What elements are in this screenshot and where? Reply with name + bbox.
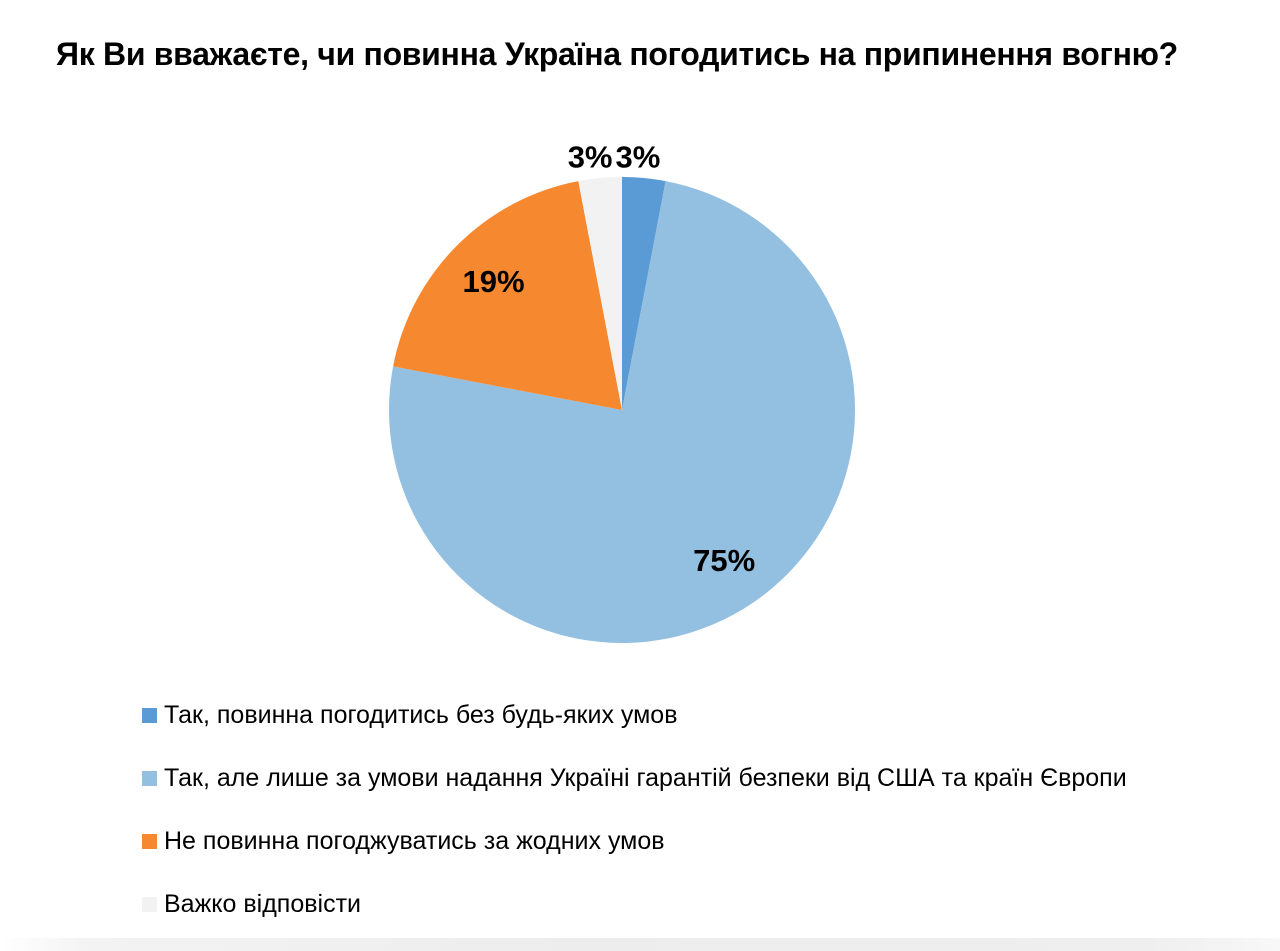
legend-item-label: Не повинна погоджуватись за жодних умов <box>164 827 665 855</box>
chart-title: Як Ви вважаєте, чи повинна Україна погод… <box>56 36 1178 72</box>
legend-item-1: Так, але лише за умови надання Україні г… <box>142 747 1222 810</box>
bottom-strip <box>0 938 1280 951</box>
legend-swatch-icon <box>142 834 157 849</box>
pie-slice-percentage-label-3: 3% <box>568 140 613 175</box>
legend-item-label: Так, повинна погодитись без будь-яких ум… <box>164 701 678 729</box>
legend-swatch-icon <box>142 771 157 786</box>
legend: Так, повинна погодитись без будь-яких ум… <box>142 684 1222 936</box>
legend-item-label: Важко відповісти <box>164 890 361 918</box>
legend-swatch-icon <box>142 708 157 723</box>
legend-item-0: Так, повинна погодитись без будь-яких ум… <box>142 684 1222 747</box>
pie-slice-0 <box>622 177 666 410</box>
pie-slice-percentage-label-1: 75% <box>693 543 755 578</box>
pie-slice-3 <box>578 177 622 410</box>
pie-slice-percentage-label-0: 3% <box>615 140 660 175</box>
pie-slice-1 <box>389 181 856 644</box>
pie-slice-2 <box>393 181 622 410</box>
legend-item-2: Не повинна погоджуватись за жодних умов <box>142 810 1222 873</box>
legend-item-3: Важко відповісти <box>142 873 1222 936</box>
legend-item-label: Так, але лише за умови надання Україні г… <box>164 764 1127 792</box>
pie-slice-percentage-label-2: 19% <box>462 264 524 299</box>
legend-swatch-icon <box>142 897 157 912</box>
